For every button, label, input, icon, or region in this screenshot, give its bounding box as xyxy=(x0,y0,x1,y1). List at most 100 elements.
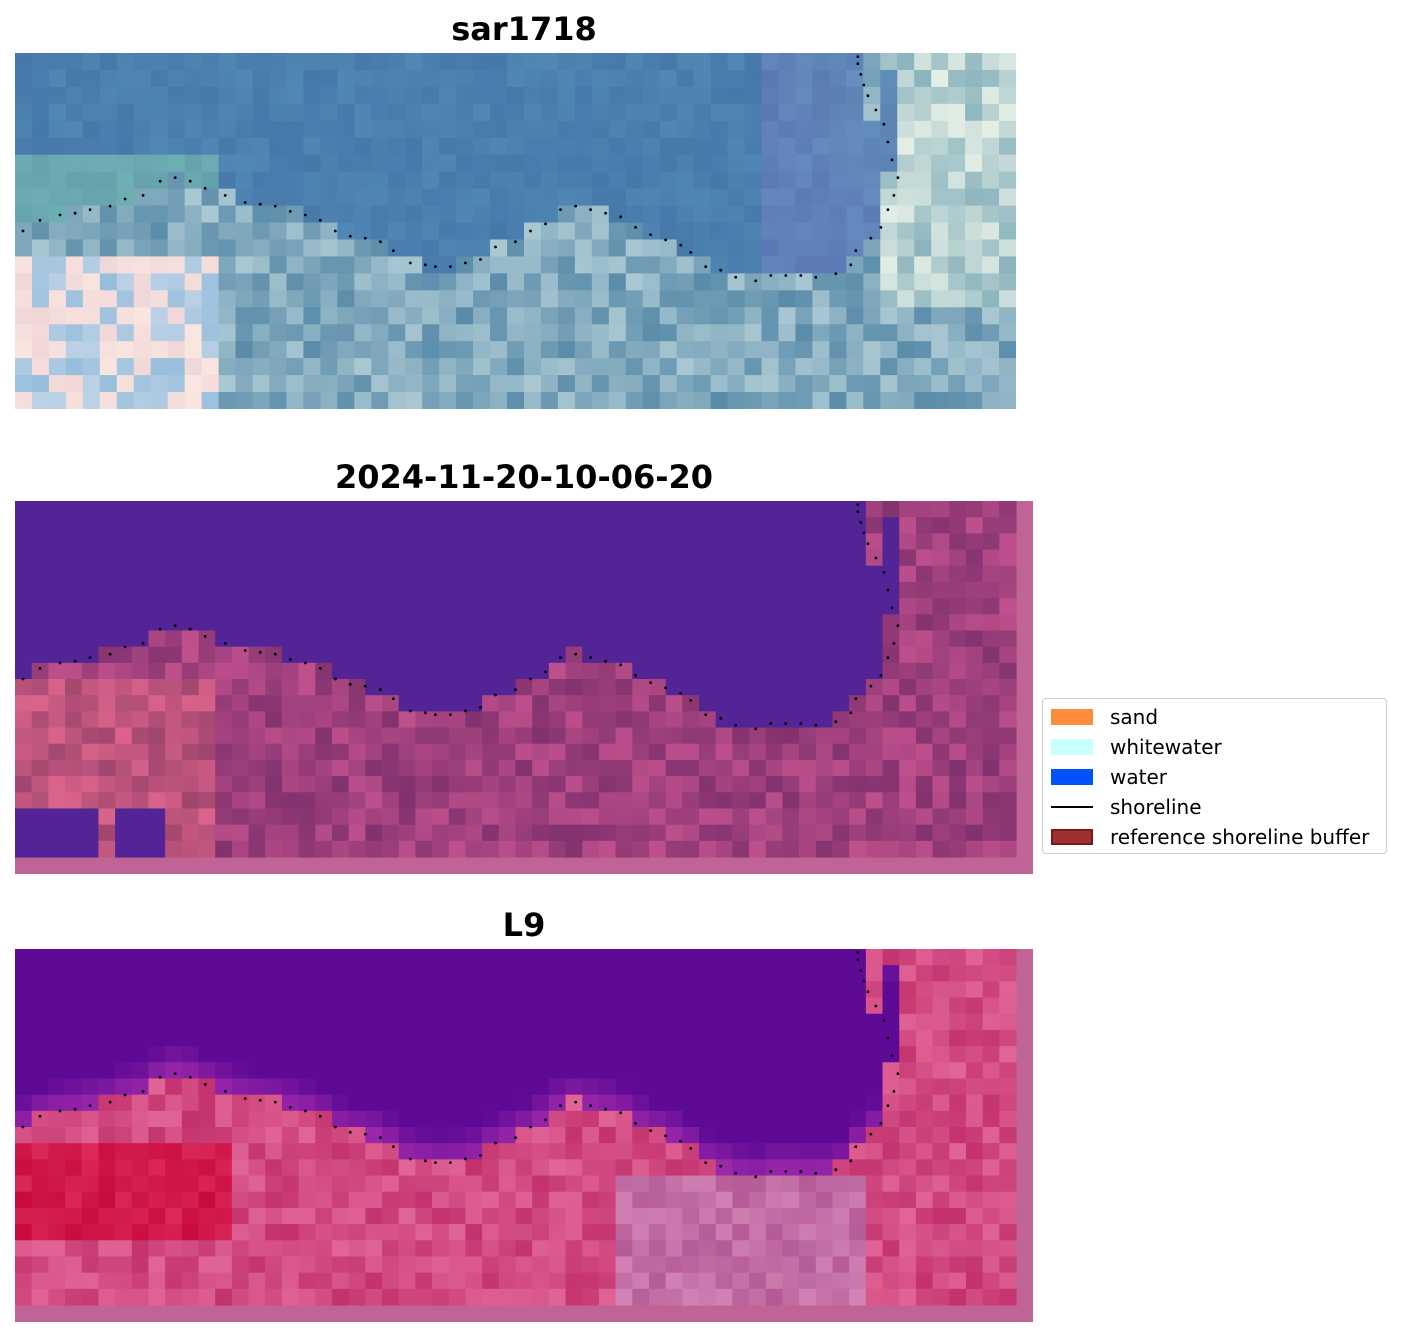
shoreline-point xyxy=(834,720,838,724)
shoreline-point xyxy=(856,503,860,506)
pixel xyxy=(248,776,266,793)
pixel xyxy=(782,1078,800,1096)
pixel xyxy=(591,290,610,308)
pixel xyxy=(999,1062,1017,1080)
pixel xyxy=(744,375,763,393)
pixel xyxy=(337,290,355,308)
pixel xyxy=(198,949,216,966)
pixel xyxy=(15,341,33,359)
pixel xyxy=(456,103,474,122)
pixel xyxy=(252,103,271,122)
pixel xyxy=(348,1256,366,1274)
pixel xyxy=(965,630,984,648)
pixel xyxy=(615,776,633,793)
pixel xyxy=(598,501,617,518)
pixel xyxy=(235,120,254,139)
pixel xyxy=(948,392,966,409)
pixel xyxy=(642,341,661,359)
pixel xyxy=(315,679,333,696)
pixel xyxy=(215,646,233,664)
pixel xyxy=(982,792,1000,810)
pixel xyxy=(548,1288,567,1306)
pixel xyxy=(265,598,283,615)
pixel xyxy=(799,581,817,599)
pixel xyxy=(265,1062,283,1080)
pixel xyxy=(415,776,433,793)
pixel xyxy=(582,1272,600,1290)
pixel xyxy=(799,695,817,712)
pixel xyxy=(732,1240,750,1258)
pixel xyxy=(482,565,500,583)
pixel xyxy=(865,695,884,712)
pixel xyxy=(15,188,33,207)
pixel xyxy=(382,1127,400,1144)
pixel xyxy=(218,358,237,376)
pixel xyxy=(65,759,83,777)
pixel xyxy=(915,581,934,599)
pixel xyxy=(931,120,949,139)
pixel xyxy=(354,324,372,342)
pixel xyxy=(682,630,700,648)
pixel xyxy=(965,727,984,745)
pixel xyxy=(388,324,406,342)
pixel xyxy=(948,53,966,71)
pixel xyxy=(749,965,767,982)
pixel xyxy=(303,341,321,359)
pixel xyxy=(815,630,834,648)
pixel xyxy=(949,1062,967,1080)
pixel xyxy=(815,711,834,729)
pixel xyxy=(582,1159,600,1177)
pixel xyxy=(897,358,915,376)
pixel xyxy=(915,1062,934,1080)
pixel xyxy=(598,614,617,632)
pixel xyxy=(915,776,934,793)
pixel xyxy=(625,86,644,105)
pixel xyxy=(682,1078,700,1096)
pixel xyxy=(82,171,101,190)
pixel xyxy=(382,1013,400,1031)
pixel xyxy=(682,997,700,1015)
pixel xyxy=(382,614,400,632)
pixel xyxy=(98,997,116,1015)
shoreline-point xyxy=(886,1036,890,1040)
pixel xyxy=(148,501,166,518)
pixel xyxy=(982,565,1000,583)
pixel xyxy=(982,711,1000,729)
pixel xyxy=(498,1143,517,1160)
pixel xyxy=(782,565,800,583)
pixel xyxy=(532,808,550,826)
pixel xyxy=(231,581,250,599)
pixel xyxy=(148,776,166,793)
pixel xyxy=(582,1207,600,1225)
pixel xyxy=(882,565,900,583)
pixel xyxy=(965,1159,984,1177)
shoreline-point xyxy=(544,670,547,674)
pixel xyxy=(81,1256,100,1274)
pixel xyxy=(965,1110,984,1128)
pixel xyxy=(799,1094,817,1112)
pixel xyxy=(782,727,800,745)
pixel xyxy=(832,808,850,826)
pixel xyxy=(81,1288,100,1306)
pixel xyxy=(482,1078,500,1096)
pixel xyxy=(665,965,683,982)
pixel xyxy=(699,1029,717,1047)
pixel xyxy=(265,1224,283,1241)
pixel xyxy=(148,1029,166,1047)
pixel xyxy=(265,1127,283,1144)
pixel xyxy=(48,646,66,664)
pixel xyxy=(98,1062,116,1080)
pixel xyxy=(382,1046,400,1063)
pixel xyxy=(215,997,233,1015)
pixel xyxy=(115,533,133,551)
shoreline-point xyxy=(886,588,890,592)
shoreline-point xyxy=(604,659,607,663)
pixel xyxy=(115,727,133,745)
pixel xyxy=(31,1159,49,1177)
pixel xyxy=(265,1110,283,1128)
shoreline-point xyxy=(784,1170,788,1173)
pixel xyxy=(439,307,457,325)
pixel xyxy=(235,375,254,393)
pixel xyxy=(303,103,321,122)
pixel xyxy=(676,69,695,88)
